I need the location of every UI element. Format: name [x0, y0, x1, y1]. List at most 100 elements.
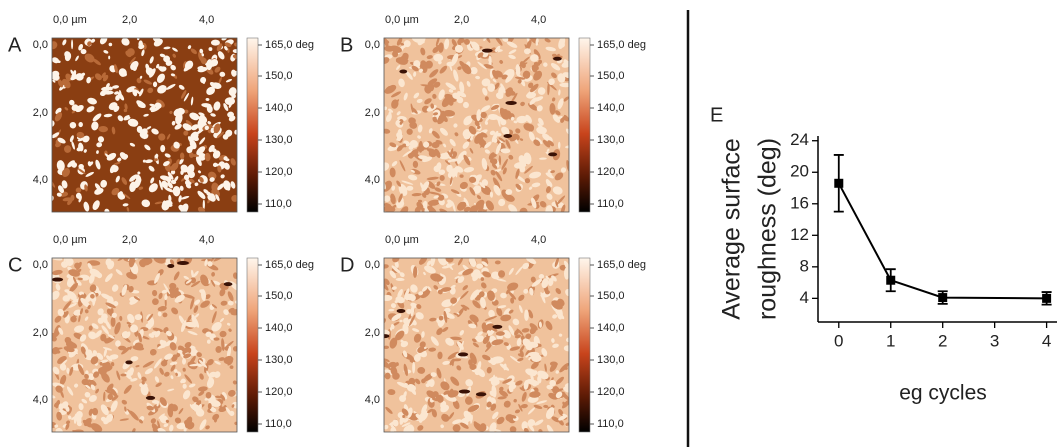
- grain: [463, 132, 471, 140]
- colorbar-label: 150,0: [265, 70, 293, 82]
- grain: [545, 275, 550, 280]
- grain: [182, 123, 191, 131]
- grain: [226, 346, 232, 359]
- grain: [447, 390, 459, 398]
- image-frame: [51, 37, 238, 213]
- grain: [384, 359, 390, 368]
- grain: [107, 393, 114, 400]
- grain: [390, 193, 396, 205]
- grain: [197, 190, 206, 200]
- grain: [500, 314, 512, 322]
- grain: [57, 137, 66, 144]
- grain: [530, 361, 539, 369]
- grain: [459, 174, 464, 178]
- grain: [122, 203, 129, 207]
- grain: [96, 272, 103, 279]
- grain: [58, 258, 63, 261]
- grain: [528, 171, 542, 179]
- grain: [211, 311, 217, 324]
- pit: [384, 334, 390, 339]
- grain: [200, 57, 207, 65]
- grain: [111, 284, 119, 292]
- grain: [450, 297, 458, 304]
- colorbar-label: 150,0: [597, 290, 625, 302]
- colorbar-label: 165,0 deg: [265, 39, 314, 51]
- grain: [530, 276, 536, 283]
- grain: [84, 53, 95, 63]
- grain: [228, 389, 236, 397]
- grain: [523, 123, 533, 131]
- grain: [198, 386, 208, 392]
- grain: [527, 407, 536, 415]
- grain: [541, 278, 549, 289]
- grain: [164, 298, 167, 308]
- grain: [522, 338, 532, 348]
- grain: [462, 268, 474, 276]
- grain: [88, 325, 93, 331]
- grain: [224, 97, 236, 106]
- grain: [103, 313, 108, 320]
- grain: [432, 112, 439, 116]
- grain: [563, 386, 569, 393]
- pit: [396, 308, 406, 313]
- grain: [415, 413, 422, 420]
- grain: [204, 294, 211, 300]
- panel-label: A: [8, 34, 22, 56]
- grain: [174, 175, 179, 182]
- grain: [384, 345, 390, 349]
- grain: [88, 379, 97, 386]
- grain: [480, 132, 488, 138]
- grain: [421, 331, 425, 338]
- grain: [76, 131, 85, 139]
- grain: [69, 282, 78, 293]
- grain: [459, 330, 465, 336]
- grain: [440, 287, 452, 292]
- grain: [144, 368, 153, 375]
- grain: [151, 400, 160, 404]
- grain: [189, 363, 202, 367]
- grain: [213, 258, 224, 262]
- grain: [418, 418, 423, 423]
- grain: [513, 398, 517, 403]
- grain: [52, 269, 63, 276]
- grain: [217, 165, 222, 173]
- grain: [104, 153, 112, 161]
- grain: [552, 343, 559, 348]
- grain: [123, 153, 129, 159]
- grain: [188, 152, 194, 158]
- grain: [412, 328, 420, 332]
- grain: [223, 162, 230, 170]
- grain: [391, 313, 402, 322]
- grain: [497, 116, 501, 127]
- grain: [547, 82, 550, 96]
- grain: [478, 291, 485, 298]
- grain: [69, 366, 74, 376]
- grain: [205, 331, 212, 338]
- grain: [192, 396, 199, 403]
- grain: [545, 178, 552, 188]
- grain: [504, 194, 515, 202]
- grain: [204, 152, 211, 162]
- data-point: [1042, 293, 1052, 303]
- grain: [228, 328, 232, 332]
- grain: [508, 204, 518, 212]
- grain: [448, 89, 454, 93]
- grain: [388, 111, 392, 120]
- grain: [537, 375, 542, 384]
- grain: [542, 139, 551, 148]
- grain: [417, 366, 426, 374]
- grain: [403, 92, 408, 101]
- grain: [384, 195, 391, 202]
- grain: [141, 49, 145, 57]
- grain: [490, 326, 498, 332]
- grain: [234, 70, 237, 76]
- grain: [446, 61, 455, 67]
- grain: [197, 206, 206, 212]
- grain: [154, 376, 160, 383]
- grain: [230, 181, 236, 189]
- grain: [223, 103, 229, 111]
- grain: [148, 183, 158, 193]
- grain: [84, 316, 89, 321]
- grain: [77, 168, 86, 174]
- grain: [115, 269, 123, 276]
